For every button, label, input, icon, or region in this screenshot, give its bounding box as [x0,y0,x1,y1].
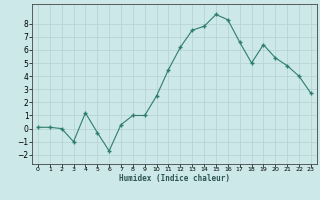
X-axis label: Humidex (Indice chaleur): Humidex (Indice chaleur) [119,174,230,183]
